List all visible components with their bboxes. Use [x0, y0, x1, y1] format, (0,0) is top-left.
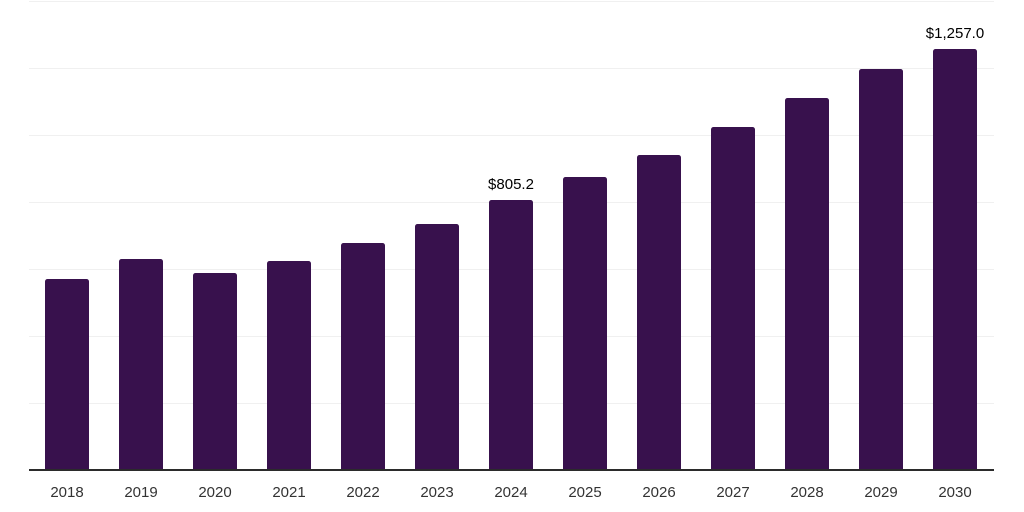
- x-tick-label-2030: 2030: [938, 484, 972, 501]
- bar-2020: [193, 273, 237, 470]
- data-label-2024: $805.2: [488, 176, 534, 194]
- x-tick-label-2022: 2022: [346, 484, 380, 501]
- bar-2028: [785, 98, 829, 470]
- x-tick-label-2025: 2025: [568, 484, 602, 501]
- x-tick-label-2027: 2027: [716, 484, 750, 501]
- bar-2025: [563, 176, 607, 470]
- bar-2018: [45, 279, 89, 470]
- x-tick-label-2024: 2024: [494, 484, 528, 501]
- x-tick-label-2020: 2020: [198, 484, 232, 501]
- bar-2019: [119, 258, 163, 470]
- bar-2024: [489, 200, 533, 470]
- bar-2029: [859, 69, 903, 470]
- x-tick-label-2019: 2019: [124, 484, 158, 501]
- x-axis-line: [29, 469, 994, 471]
- bar-2026: [637, 154, 681, 470]
- bar-2027: [711, 127, 755, 470]
- bar-2021: [267, 260, 311, 470]
- x-tick-label-2029: 2029: [864, 484, 898, 501]
- x-tick-label-2021: 2021: [272, 484, 306, 501]
- gridline: [29, 68, 994, 69]
- x-tick-label-2026: 2026: [642, 484, 676, 501]
- bar-2023: [415, 224, 459, 470]
- x-tick-label-2018: 2018: [50, 484, 84, 501]
- bar-2030: [933, 48, 977, 470]
- gridline: [29, 135, 994, 136]
- bar-2022: [341, 242, 385, 470]
- gridline: [29, 1, 994, 2]
- data-label-2030: $1,257.0: [925, 24, 985, 42]
- x-tick-label-2023: 2023: [420, 484, 454, 501]
- x-tick-label-2028: 2028: [790, 484, 824, 501]
